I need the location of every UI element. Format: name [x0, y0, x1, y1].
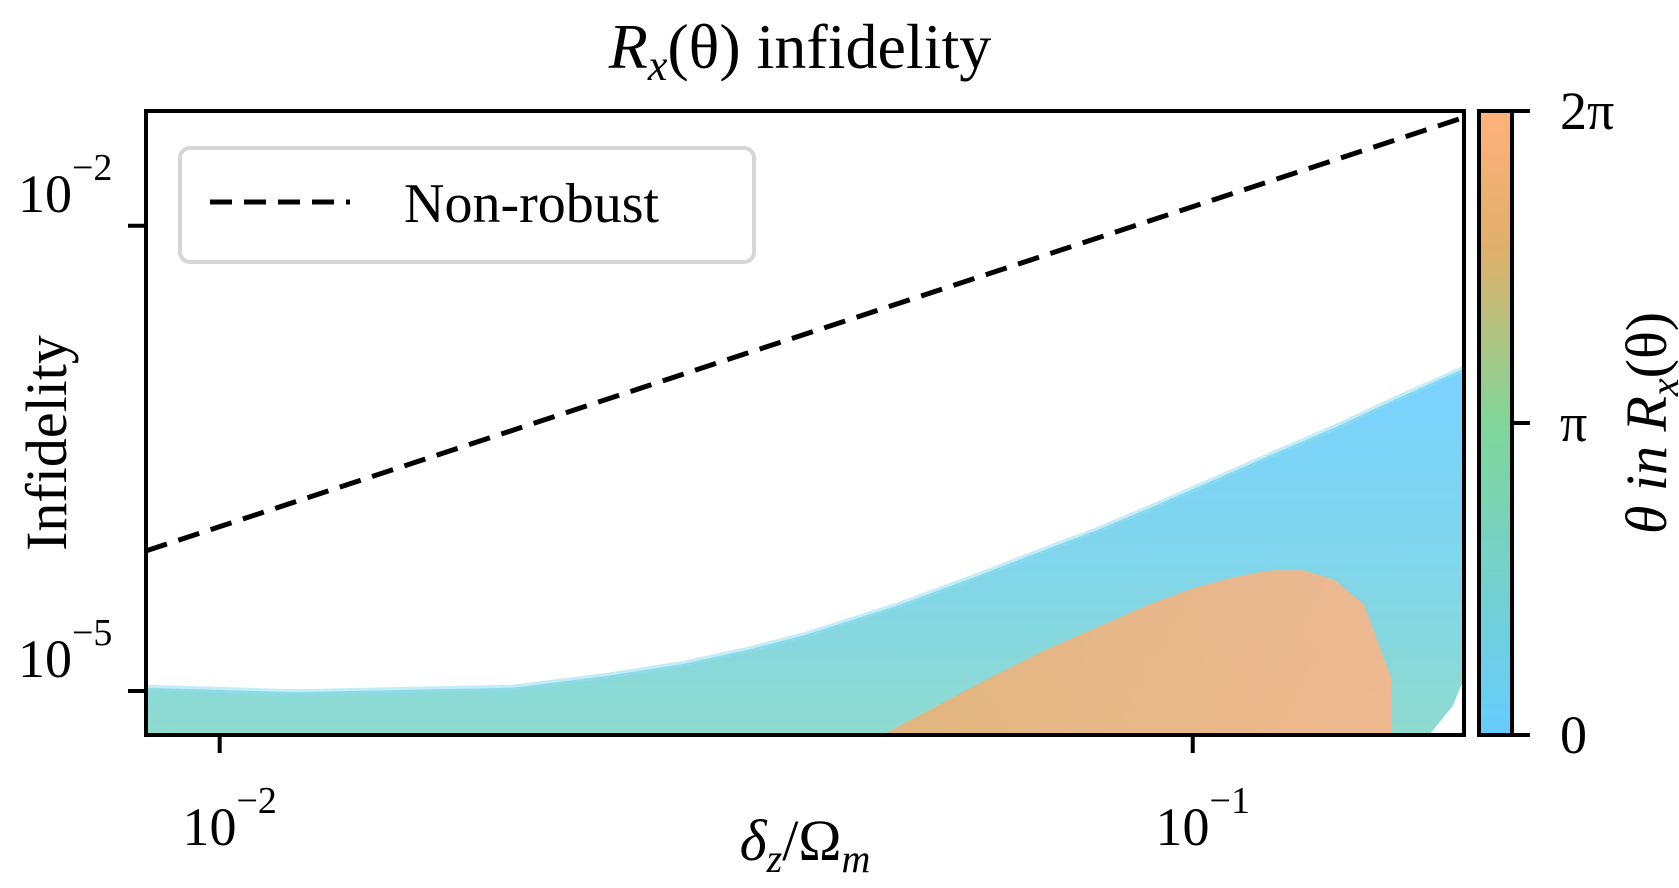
- chart: Rx(θ) infidelity 10−2 10−1 10−510−2 δz/Ωm…: [0, 0, 1679, 888]
- colorbar-gradient: [1479, 111, 1512, 735]
- colorbar-tick-label-2: 2π: [1560, 81, 1614, 141]
- chart-title: Rx(θ) infidelity: [608, 11, 992, 90]
- x-tick-label-0: 10−2: [182, 780, 276, 857]
- x-label-sub2: m: [841, 836, 870, 881]
- x-axis-ticks: 10−2 10−1: [182, 735, 1250, 857]
- x-label-delta: δ: [740, 808, 768, 873]
- colorbar-ticks: 0 π 2π: [1512, 81, 1614, 765]
- legend: Non-robust: [180, 148, 754, 262]
- x-axis-label: δz/Ωm: [740, 808, 871, 881]
- y-axis-label: Infidelity: [14, 335, 79, 551]
- x-label-sub1: z: [766, 836, 783, 881]
- chart-title-main: R: [608, 11, 648, 82]
- colorbar-label: θ in Rx(θ): [1614, 312, 1679, 534]
- colorbar-label-sub: x: [1642, 378, 1679, 397]
- colorbar-tick-label-0: 0: [1560, 705, 1587, 765]
- colorbar: 0 π 2π θ in Rx(θ): [1479, 81, 1679, 765]
- x-tick-label-1: 10−1: [1156, 780, 1250, 857]
- y-tick-label-1: 10−2: [18, 147, 112, 224]
- y-tick-label-0: 10−5: [18, 612, 112, 689]
- colorbar-tick-label-1: π: [1560, 393, 1587, 453]
- chart-title-sub: x: [647, 41, 668, 90]
- x-label-mid: /Ω: [782, 808, 841, 873]
- colorbar-label-theta: θ in R: [1614, 396, 1679, 534]
- colorbar-label-arg: (θ): [1614, 312, 1679, 378]
- chart-title-arg: (θ) infidelity: [667, 11, 991, 82]
- legend-nonrobust-label: Non-robust: [404, 173, 660, 235]
